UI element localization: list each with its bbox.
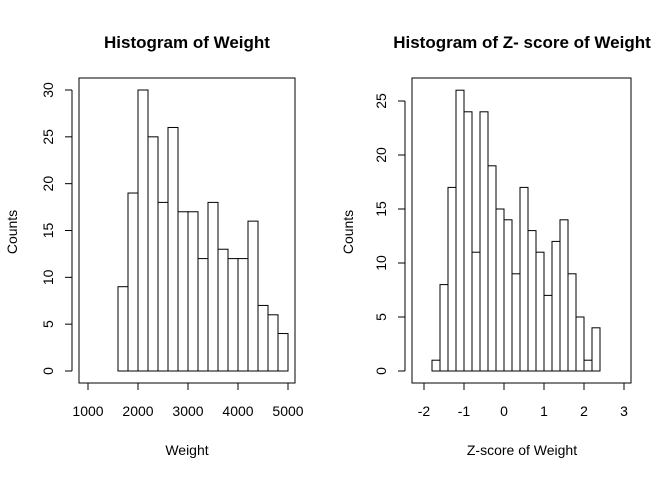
- y-axis-label: Counts: [340, 210, 356, 254]
- histogram-bar: [535, 251, 545, 372]
- x-tick-label: 4000: [222, 403, 253, 419]
- y-tick-label: 25: [373, 93, 389, 109]
- histogram-bar: [227, 258, 239, 372]
- y-tick-label: 20: [373, 147, 389, 163]
- y-tick-label: 5: [373, 313, 389, 321]
- y-axis: 0 5 10 15 20 25 30: [40, 82, 73, 375]
- x-axis: 1000 2000 3000 4000 5000: [72, 382, 304, 419]
- x-tick-label: -2: [418, 403, 431, 419]
- histogram-bar: [447, 186, 457, 372]
- histogram-bar: [431, 359, 441, 372]
- histogram-bar: [247, 220, 259, 372]
- histogram-bar: [217, 248, 229, 372]
- histogram-bar: [147, 136, 159, 372]
- histogram-bar: [583, 359, 593, 372]
- x-tick-label: 3000: [172, 403, 203, 419]
- histogram-bar: [591, 327, 601, 372]
- histogram-bar: [167, 126, 179, 372]
- weight-histogram-panel: Histogram of Weight Weight Counts 1000 20…: [4, 33, 304, 458]
- histogram-bar: [237, 258, 249, 372]
- histogram-bar: [187, 211, 199, 372]
- histogram-bar: [487, 165, 497, 372]
- histogram-bar: [471, 251, 481, 372]
- y-tick-label: 10: [40, 269, 56, 285]
- y-tick-label: 5: [40, 320, 56, 328]
- histogram-bar: [575, 316, 585, 372]
- histogram-bar: [543, 294, 553, 372]
- histogram-bar: [559, 219, 569, 372]
- histogram-bar: [157, 201, 169, 372]
- x-tick-label: 2000: [122, 403, 153, 419]
- x-axis: -2 -1 0 1 2 3: [418, 382, 628, 419]
- x-tick-label: 0: [500, 403, 508, 419]
- histogram-bar: [137, 89, 149, 372]
- y-axis: 0 5 10 15 20 25: [373, 93, 406, 375]
- histogram-bar: [439, 284, 449, 372]
- y-tick-label: 25: [40, 129, 56, 145]
- histogram-bar: [463, 111, 473, 372]
- y-tick-label: 0: [373, 367, 389, 375]
- histogram-bar: [511, 273, 521, 372]
- x-tick-label: 5000: [272, 403, 303, 419]
- y-tick-label: 10: [373, 255, 389, 271]
- x-tick-label: 3: [620, 403, 628, 419]
- histogram-bar: [257, 304, 269, 372]
- histogram-bar: [177, 211, 189, 372]
- histogram-bar: [479, 111, 489, 372]
- chart-title: Histogram of Z- score of Weight: [393, 33, 651, 52]
- histogram-bar: [519, 186, 529, 372]
- y-tick-label: 15: [40, 223, 56, 239]
- histogram-bar: [455, 89, 465, 372]
- x-tick-label: 2: [580, 403, 588, 419]
- histogram-bar: [267, 314, 279, 372]
- x-tick-label: 1: [540, 403, 548, 419]
- y-tick-label: 30: [40, 82, 56, 98]
- histogram-bar: [527, 230, 537, 372]
- y-tick-label: 15: [373, 201, 389, 217]
- histogram-bar: [495, 208, 505, 372]
- y-tick-label: 20: [40, 176, 56, 192]
- histogram-bar: [567, 273, 577, 372]
- chart-title: Histogram of Weight: [104, 33, 270, 52]
- bars: [431, 89, 601, 372]
- histogram-bar: [503, 219, 513, 372]
- x-tick-label: 1000: [72, 403, 103, 419]
- histogram-bar: [277, 333, 289, 372]
- histogram-bar: [207, 201, 219, 372]
- y-axis-label: Counts: [4, 210, 20, 254]
- histogram-bar: [551, 240, 561, 372]
- zscore-histogram-panel: Histogram of Z- score of Weight Z-score …: [340, 33, 651, 458]
- histogram-bar: [197, 258, 209, 372]
- x-axis-label: Weight: [165, 442, 208, 458]
- histogram-bar: [127, 192, 139, 372]
- x-tick-label: -1: [458, 403, 471, 419]
- histogram-bar: [117, 286, 129, 372]
- bars: [117, 89, 289, 372]
- x-axis-label: Z-score of Weight: [467, 442, 577, 458]
- y-tick-label: 0: [40, 367, 56, 375]
